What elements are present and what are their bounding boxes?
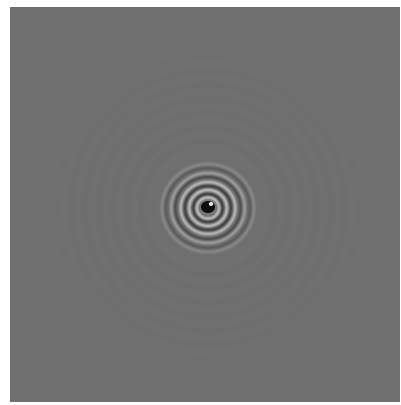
interference-ring (188, 188, 229, 228)
interference-ring (192, 192, 224, 224)
interference-ring (160, 162, 256, 254)
interference-ring (170, 171, 246, 245)
faint-ring (140, 140, 276, 276)
interference-ring (195, 196, 221, 220)
faint-ring (98, 98, 318, 318)
diffraction-image (10, 7, 400, 402)
faint-ring (133, 133, 283, 283)
interference-ring (174, 175, 242, 241)
ring-pattern (10, 7, 400, 402)
central-bright-spot (208, 202, 214, 206)
faint-outer-rings (98, 98, 318, 318)
faint-ring (126, 126, 290, 290)
central-dark-core (201, 201, 215, 213)
faint-ring (105, 105, 311, 311)
faint-ring (112, 112, 304, 304)
interference-ring (183, 184, 233, 232)
interference-ring (164, 166, 252, 250)
interference-ring (179, 180, 237, 236)
faint-ring (119, 119, 297, 297)
